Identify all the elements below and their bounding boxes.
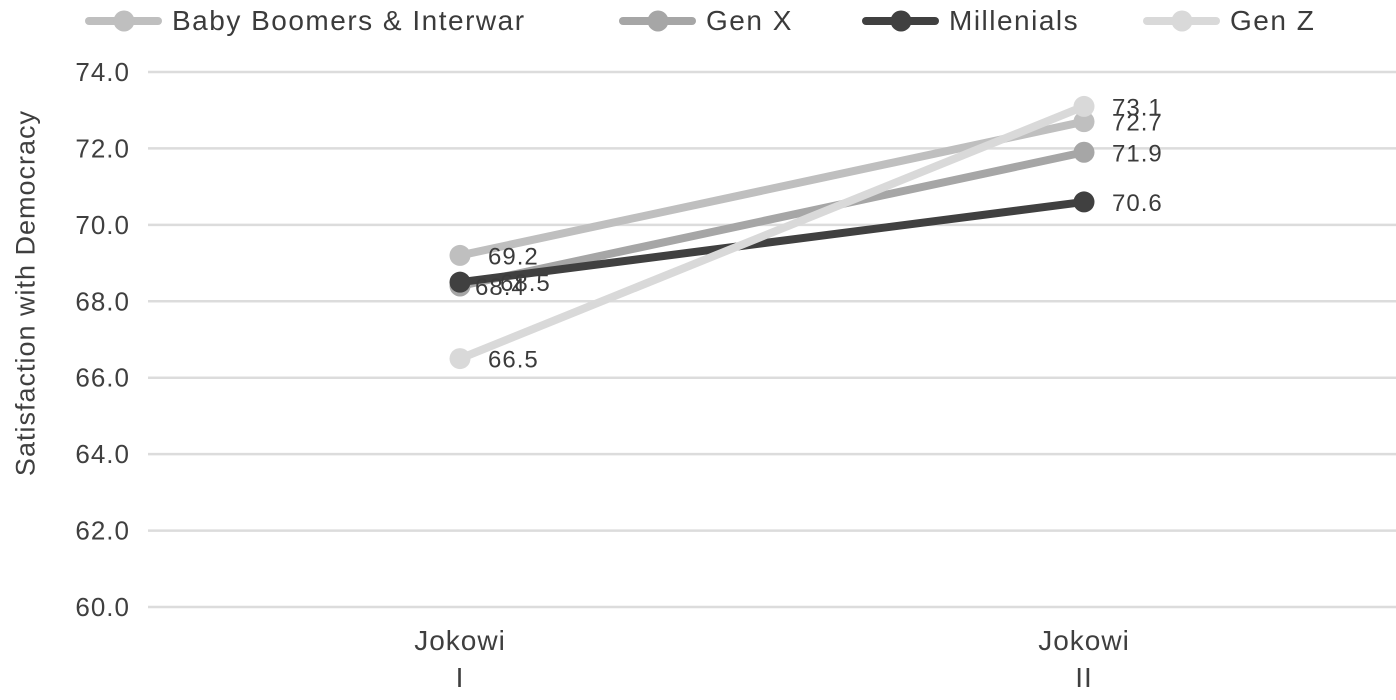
x-category-label-0: Jokowi xyxy=(414,625,506,656)
legend-label: Gen Z xyxy=(1230,5,1316,36)
data-label-1-1: 71.9 xyxy=(1112,140,1163,167)
y-tick-label: 68.0 xyxy=(75,286,130,316)
data-point-marker-3-0 xyxy=(449,348,471,370)
y-tick-label: 64.0 xyxy=(75,439,130,469)
data-point-marker-0-1 xyxy=(1073,111,1095,133)
data-point-marker-3-1 xyxy=(1073,95,1095,117)
legend-item-baby-boomers-interwar: Baby Boomers & Interwar xyxy=(85,2,526,40)
data-label-1-0: 68.4 xyxy=(475,274,526,301)
y-tick-label: 66.0 xyxy=(75,363,130,393)
data-label-0-1: 72.7 xyxy=(1112,110,1163,137)
y-tick-label: 70.0 xyxy=(75,210,130,240)
y-tick-label: 62.0 xyxy=(75,516,130,546)
x-category-label-1: II xyxy=(1075,662,1093,693)
legend-label: Baby Boomers & Interwar xyxy=(172,5,526,36)
data-label-2-1: 70.6 xyxy=(1112,190,1163,217)
y-axis-title: Satisfaction with Democracy xyxy=(10,109,41,477)
data-point-marker-2-0 xyxy=(449,271,471,293)
series-line-0 xyxy=(456,117,1088,260)
legend-label: Gen X xyxy=(706,5,793,36)
data-label-2-0: 68.5 xyxy=(500,270,551,297)
legend-line-marker-icon xyxy=(1143,10,1220,32)
legend-item-gen-z: Gen Z xyxy=(1143,2,1315,40)
y-tick-label: 74.0 xyxy=(75,57,130,87)
legend-item-gen-x: Gen X xyxy=(619,2,793,40)
legend-dot-icon xyxy=(1171,10,1192,32)
legend-line-marker-icon xyxy=(85,10,162,32)
data-point-marker-1-1 xyxy=(1073,141,1095,163)
series-line-3 xyxy=(456,102,1088,363)
legend-dot-icon xyxy=(113,10,134,32)
legend-line-marker-icon xyxy=(619,10,696,32)
legend-dot-icon xyxy=(647,10,668,32)
legend-item-millenials: Millenials xyxy=(862,2,1079,40)
x-category-label-1: Jokowi xyxy=(1038,625,1130,656)
y-tick-label: 72.0 xyxy=(75,133,130,163)
legend-label: Millenials xyxy=(949,5,1080,36)
data-point-marker-0-0 xyxy=(449,244,471,266)
legend-line-marker-icon xyxy=(862,10,939,32)
data-label-0-0: 69.2 xyxy=(488,243,539,270)
x-category-label-0: I xyxy=(456,662,465,693)
series-line-2 xyxy=(456,197,1088,287)
data-label-3-1: 73.1 xyxy=(1112,94,1163,121)
y-tick-label: 60.0 xyxy=(75,592,130,622)
data-point-marker-2-1 xyxy=(1073,191,1095,213)
series-line-1 xyxy=(456,148,1088,290)
legend-dot-icon xyxy=(890,10,911,32)
data-label-3-0: 66.5 xyxy=(488,347,539,374)
